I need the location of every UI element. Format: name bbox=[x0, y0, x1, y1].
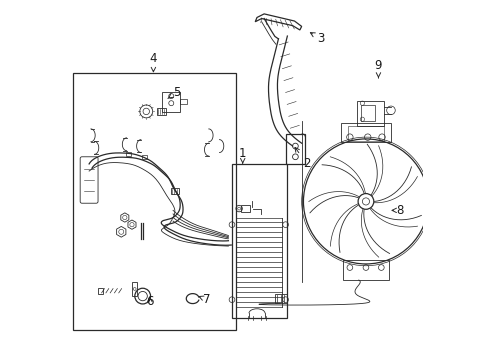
Bar bbox=[424, 194, 438, 208]
Bar bbox=[274, 294, 287, 303]
Bar bbox=[157, 108, 165, 114]
Bar bbox=[241, 205, 249, 212]
Bar bbox=[356, 102, 383, 126]
Bar bbox=[180, 99, 187, 104]
Bar bbox=[125, 152, 131, 157]
Text: 4: 4 bbox=[149, 52, 157, 72]
Bar bbox=[340, 123, 390, 143]
Text: 1: 1 bbox=[239, 147, 246, 163]
Bar bbox=[73, 73, 235, 330]
Text: 8: 8 bbox=[391, 204, 403, 217]
Bar bbox=[231, 164, 287, 318]
Bar bbox=[342, 260, 388, 280]
Text: 3: 3 bbox=[310, 32, 325, 45]
Text: 7: 7 bbox=[199, 293, 210, 306]
Text: 2: 2 bbox=[294, 147, 310, 170]
Bar bbox=[162, 93, 180, 112]
Bar bbox=[132, 282, 137, 296]
Text: 5: 5 bbox=[167, 86, 180, 99]
Bar bbox=[142, 155, 147, 159]
Text: 6: 6 bbox=[146, 295, 153, 308]
Bar bbox=[171, 188, 179, 194]
Text: 9: 9 bbox=[374, 59, 382, 78]
Bar bbox=[360, 105, 374, 121]
Bar bbox=[98, 288, 103, 294]
Bar bbox=[347, 126, 383, 141]
Bar bbox=[285, 134, 305, 164]
